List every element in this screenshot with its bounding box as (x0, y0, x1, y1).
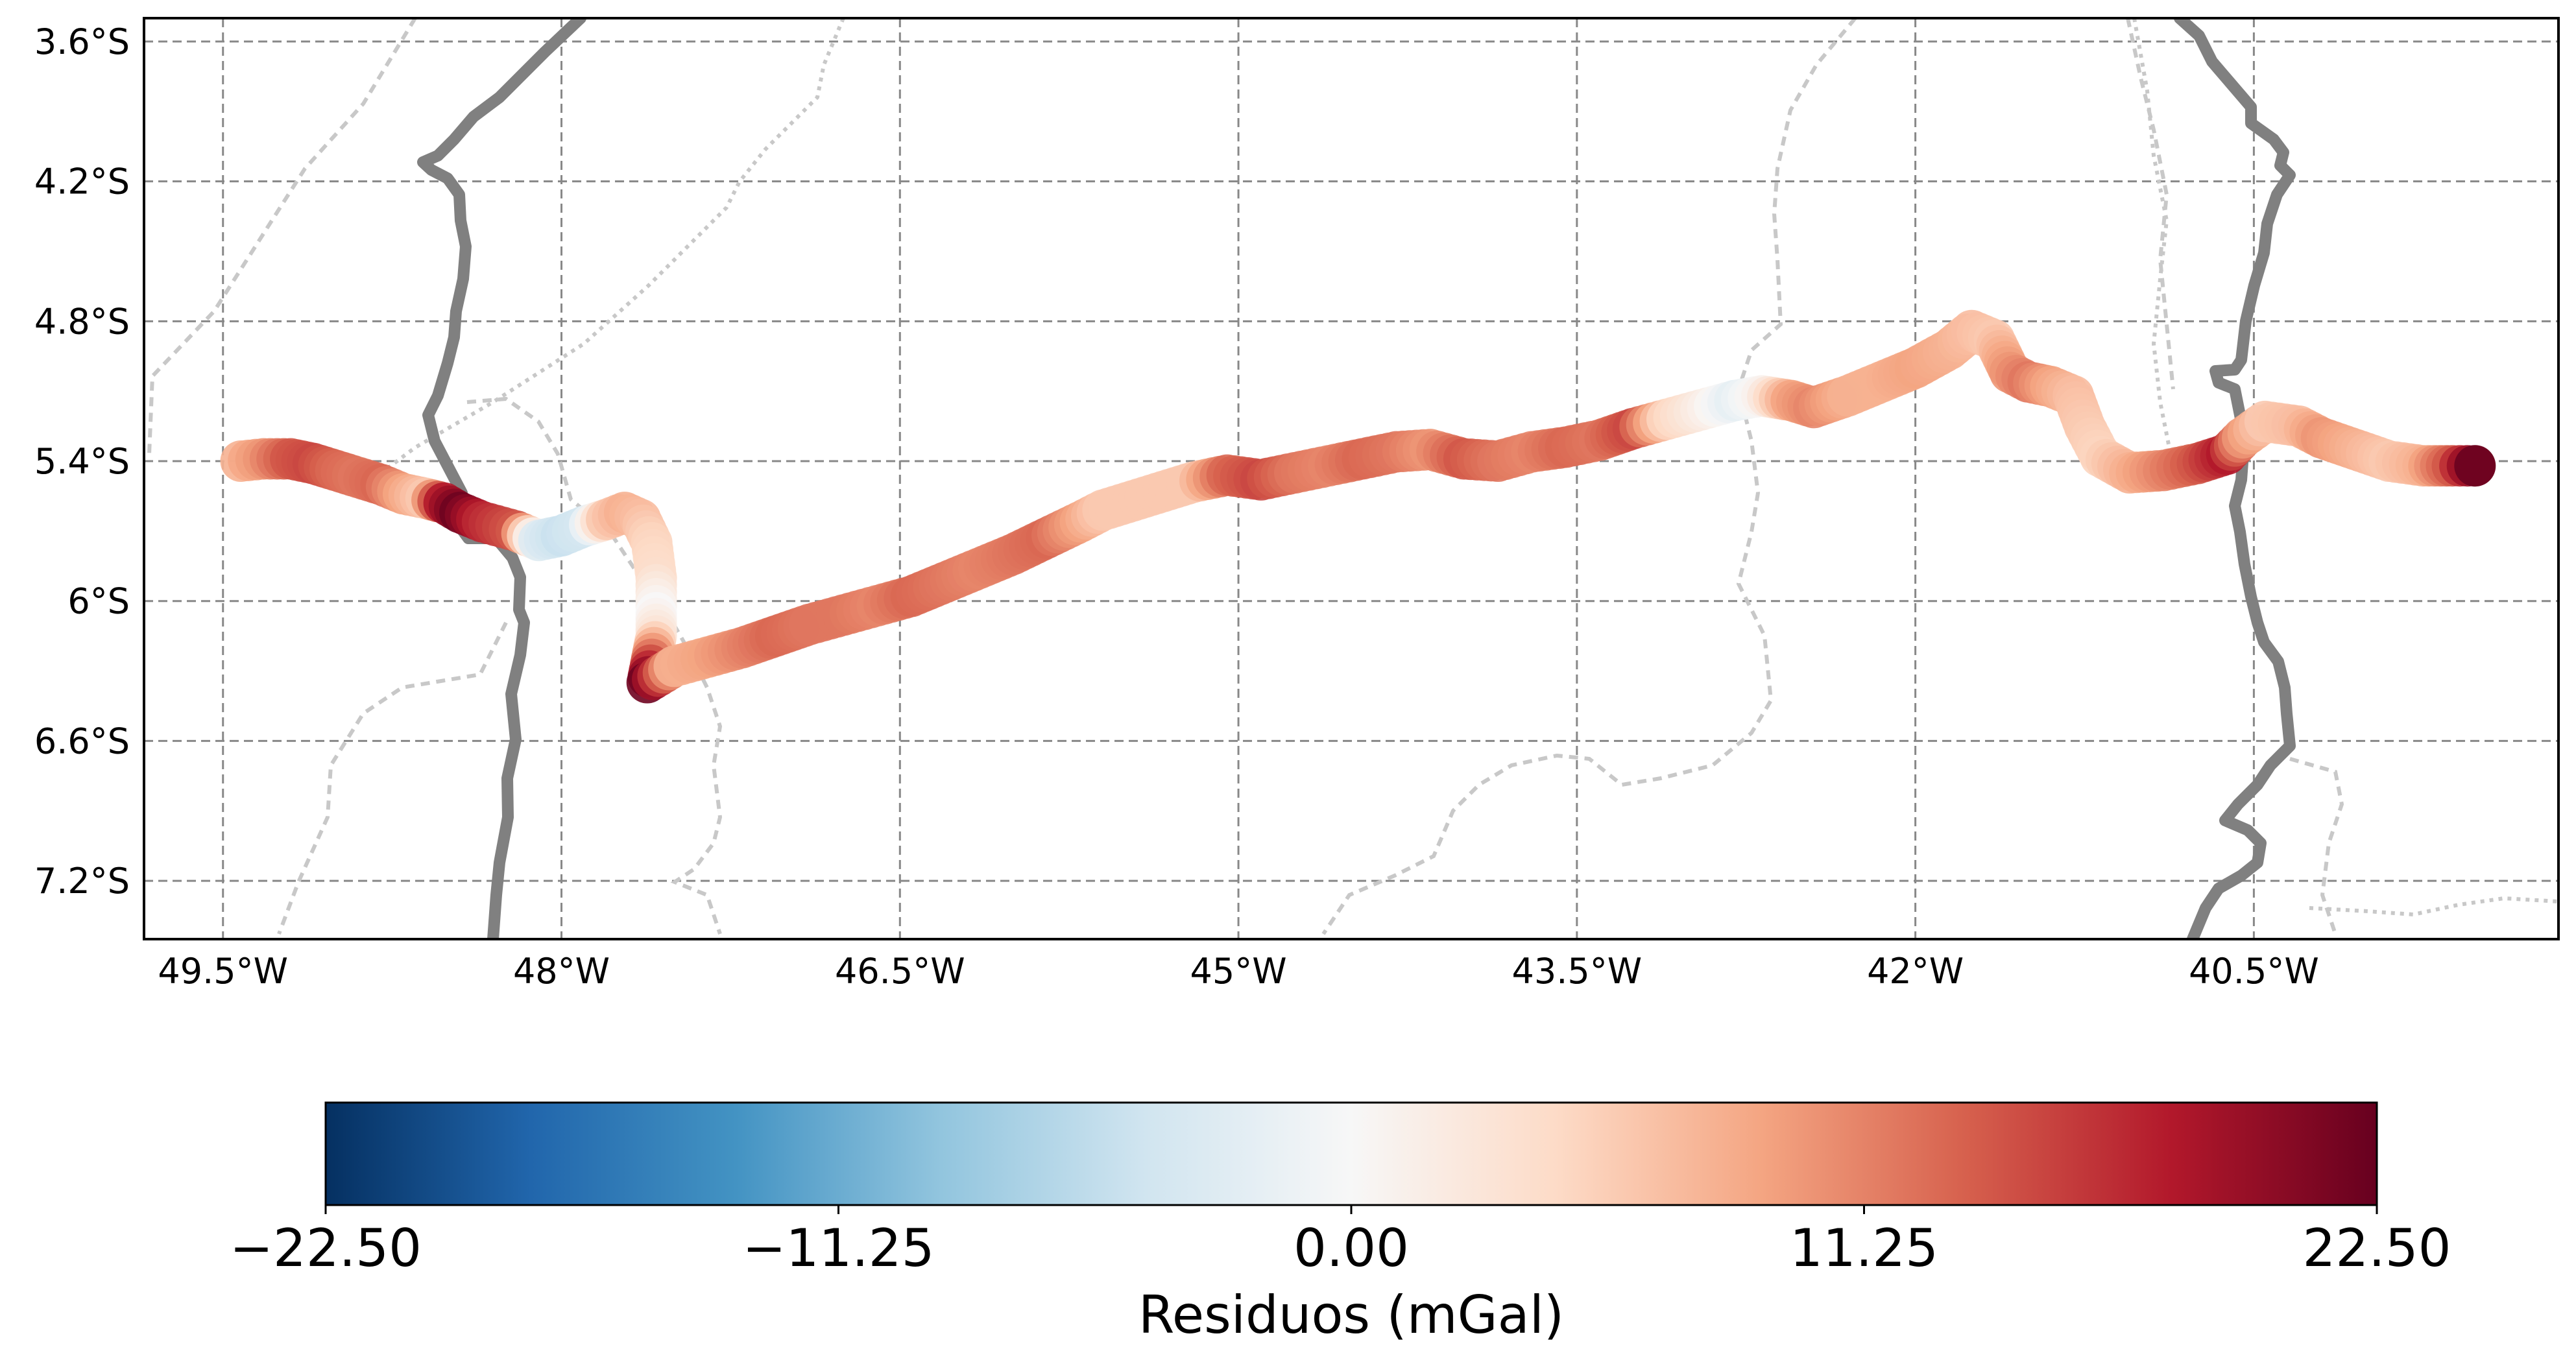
track-point (2454, 445, 2496, 487)
y-tick-label: 6.6°S (34, 721, 130, 761)
y-tick-label: 7.2°S (34, 861, 130, 902)
y-axis-ticks: 3.6°S 4.2°S 4.8°S 5.4°S 6°S 6.6°S 7.2°S (34, 21, 130, 902)
x-tick-label: 45°W (1190, 951, 1287, 992)
map-frame (143, 17, 2560, 940)
x-tick-label: 46.5°W (835, 951, 965, 992)
dashed-boundary-east-1 (1321, 18, 1857, 935)
y-tick-label: 6°S (67, 581, 130, 622)
x-axis-ticks: 49.5°W 48°W 46.5°W 45°W 43.5°W 42°W 40.5°W (158, 951, 2318, 992)
x-tick-label: 48°W (513, 951, 610, 992)
colorbar-tick-label: 22.50 (2302, 1218, 2451, 1278)
x-tick-label: 40.5°W (2189, 951, 2319, 992)
gridlines (144, 18, 2558, 939)
dotted-boundary-southeast (2309, 896, 2558, 917)
colorbar-ticks: −22.50 −11.25 0.00 11.25 22.50 (230, 1205, 2451, 1278)
residual-track (220, 309, 2496, 704)
y-tick-label: 4.2°S (34, 161, 130, 202)
dotted-boundary-east (2132, 18, 2175, 468)
colorbar-tick-label: 0.00 (1294, 1218, 1409, 1278)
x-tick-label: 49.5°W (158, 951, 288, 992)
colorbar-tick-label: −11.25 (742, 1218, 934, 1278)
y-tick-label: 5.4°S (34, 441, 130, 482)
colorbar-label: Residuos (mGal) (1138, 1285, 1564, 1345)
x-tick-label: 42°W (1867, 951, 1964, 992)
dotted-boundary-west (388, 18, 845, 469)
dashed-boundary-west-1 (147, 18, 417, 455)
map-layers (144, 18, 2558, 939)
y-tick-label: 3.6°S (34, 21, 130, 62)
colorbar-tick-label: 11.25 (1790, 1218, 1938, 1278)
colorbar-tick-label: −22.50 (230, 1218, 422, 1278)
dotted-boundaries (388, 18, 2558, 917)
dashed-boundary-east-3 (2289, 757, 2344, 935)
colorbar-gradient (324, 1101, 2378, 1206)
dashed-boundary-west-3 (277, 621, 508, 935)
x-tick-label: 43.5°W (1512, 951, 1643, 992)
y-tick-label: 4.8°S (34, 301, 130, 342)
state-boundary-west (417, 18, 586, 939)
colorbar: −22.50 −11.25 0.00 11.25 22.50 Residuos (mGa… (230, 1101, 2451, 1345)
